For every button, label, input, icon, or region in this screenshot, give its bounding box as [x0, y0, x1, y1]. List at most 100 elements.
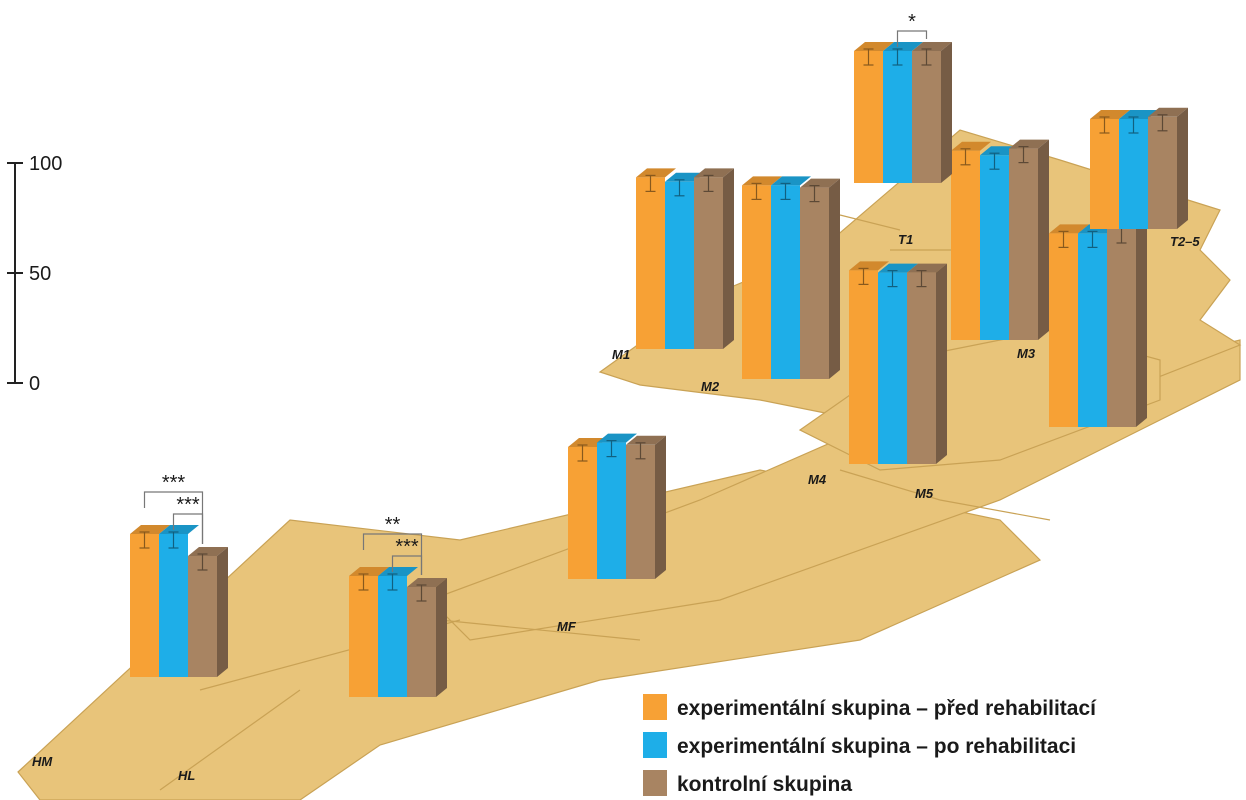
bar-front — [1078, 233, 1107, 427]
bar-side — [936, 263, 947, 464]
bar-group-m3 — [951, 139, 1049, 340]
legend-label: experimentální skupina – po rehabilitaci — [677, 735, 1076, 758]
bar-front — [878, 272, 907, 464]
bar-front — [883, 51, 912, 183]
bar-front — [907, 272, 936, 464]
bar-front — [568, 447, 597, 579]
bar-front — [130, 534, 159, 677]
bar-group-hm — [130, 525, 228, 677]
bar — [912, 42, 952, 183]
bar-front — [1119, 119, 1148, 229]
bar-front — [742, 185, 771, 379]
bar-side — [1136, 220, 1147, 427]
bar-front — [597, 442, 626, 579]
bar-side — [217, 547, 228, 677]
bar — [568, 438, 608, 579]
bar-group-mf — [568, 433, 666, 579]
error-bar — [387, 573, 398, 591]
bar — [742, 176, 782, 379]
significance-hl: ***** — [362, 514, 423, 575]
legend-item: kontrolní skupina — [643, 770, 852, 796]
significance-bracket — [896, 30, 928, 47]
legend-item: experimentální skupina – po rehabilitaci — [643, 732, 1076, 758]
error-bar — [1018, 146, 1029, 164]
error-bar — [892, 48, 903, 66]
bar — [188, 547, 228, 677]
region-label-mf: MF — [557, 619, 577, 634]
error-bar — [858, 267, 869, 285]
bar — [694, 168, 734, 349]
region-label-m5: M5 — [915, 486, 934, 501]
bar — [907, 263, 947, 464]
legend-label: experimentální skupina – před rehabilita… — [677, 697, 1097, 720]
region-label-m2: M2 — [701, 379, 720, 394]
legend-label: kontrolní skupina — [677, 773, 852, 796]
error-bar — [989, 152, 1000, 170]
error-bar — [139, 531, 150, 549]
bar — [951, 141, 991, 340]
bar-front — [636, 177, 665, 349]
error-bar — [645, 174, 656, 192]
bar-front — [626, 444, 655, 579]
bar — [597, 433, 637, 579]
error-bar — [635, 442, 646, 460]
bar — [407, 578, 447, 697]
significance-hm: ****** — [143, 472, 204, 544]
bar — [878, 263, 918, 464]
error-bar — [606, 440, 617, 458]
region-label-m3: M3 — [1017, 346, 1036, 361]
significance-label: * — [908, 11, 916, 33]
bar — [349, 567, 389, 697]
significance-bracket — [172, 513, 204, 544]
legend-item: experimentální skupina – před rehabilita… — [643, 694, 1097, 720]
region-label-hm: HM — [32, 754, 53, 769]
significance-label: *** — [176, 494, 200, 516]
bar-group-m5 — [1049, 220, 1147, 427]
error-bar — [960, 148, 971, 166]
region-label-m1: M1 — [612, 347, 630, 362]
significance-markers: ************ — [143, 11, 928, 575]
legend-swatch — [643, 694, 667, 720]
error-bar — [916, 270, 927, 288]
plate-divider-6 — [839, 469, 941, 501]
bar — [849, 261, 889, 464]
bar-side — [829, 178, 840, 379]
bar-groups — [130, 42, 1188, 697]
error-bar — [921, 48, 932, 66]
bar-side — [1038, 139, 1049, 340]
bar — [1107, 220, 1147, 427]
bar-front — [188, 556, 217, 677]
error-bar — [1058, 230, 1069, 248]
bar-front — [854, 51, 883, 183]
bar-side — [1177, 107, 1188, 229]
error-bar — [1128, 116, 1139, 134]
bar — [130, 525, 170, 677]
error-bar — [168, 531, 179, 549]
error-bar — [780, 182, 791, 200]
region-label-m4: M4 — [808, 472, 827, 487]
bar-front — [407, 587, 436, 697]
bar-front — [159, 534, 188, 677]
error-bar — [887, 270, 898, 288]
bar-group-hl — [349, 567, 447, 697]
region-label-t25: T2–5 — [1170, 234, 1200, 249]
bar-front — [1009, 148, 1038, 340]
region-label-hl: HL — [178, 768, 195, 783]
value-scale: 0 50 100 — [7, 153, 62, 395]
plate-divider-3 — [439, 619, 641, 641]
error-bar — [1157, 114, 1168, 132]
bar-front — [951, 150, 980, 340]
error-bar — [577, 444, 588, 462]
bar — [771, 176, 811, 379]
significance-bracket — [391, 555, 423, 575]
bar — [636, 168, 676, 349]
bar-side — [723, 168, 734, 349]
significance-label: ** — [385, 514, 401, 536]
error-bar — [1099, 116, 1110, 134]
bar-front — [694, 177, 723, 349]
bar-group-t1 — [854, 42, 952, 183]
bar-side — [655, 435, 666, 579]
significance-bracket — [362, 533, 423, 575]
error-bar — [416, 584, 427, 602]
